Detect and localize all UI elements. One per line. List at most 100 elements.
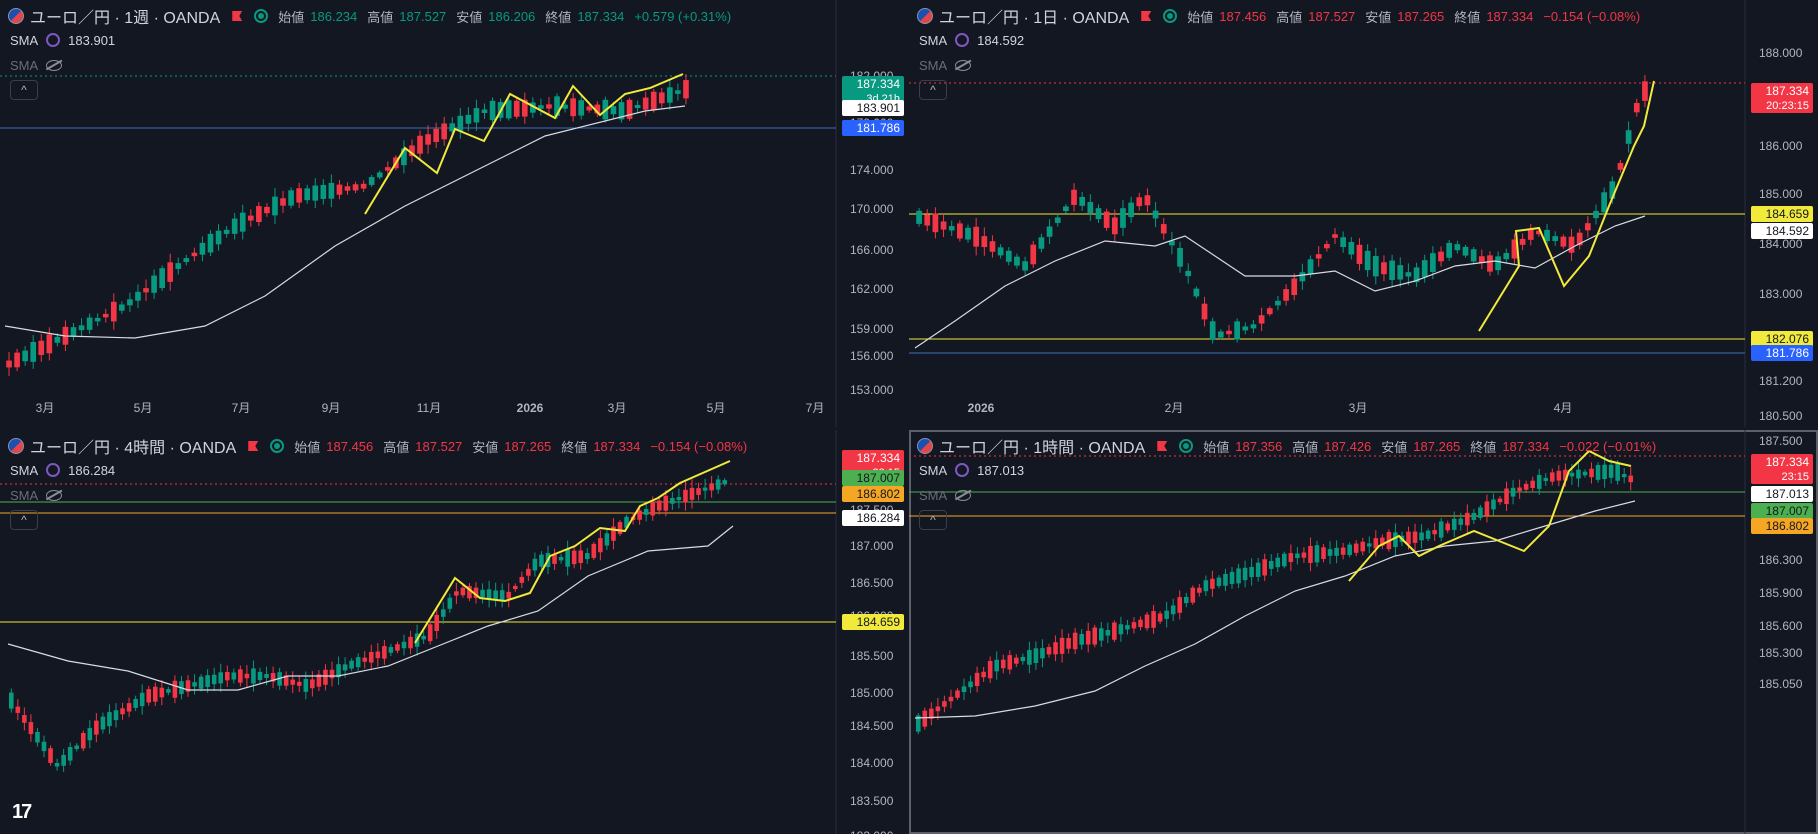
candle bbox=[530, 97, 536, 118]
candle bbox=[480, 583, 485, 604]
candle bbox=[1157, 611, 1163, 624]
collapse-legend-button[interactable]: ^ bbox=[10, 80, 38, 100]
candle bbox=[100, 712, 106, 734]
flag-marker-icon[interactable] bbox=[1141, 11, 1152, 21]
sma-hidden-legend[interactable]: SMA bbox=[919, 485, 972, 505]
low-value: 187.265 bbox=[504, 438, 552, 454]
sma-line bbox=[914, 500, 1636, 719]
price-label[interactable]: 187.334 23:15 bbox=[1751, 454, 1813, 484]
sma-value: 183.901 bbox=[68, 32, 116, 48]
candle bbox=[1092, 624, 1098, 648]
candle bbox=[152, 682, 158, 707]
price-label[interactable]: 187.334 20:23:15 bbox=[1751, 83, 1813, 113]
flag-marker-icon[interactable] bbox=[232, 11, 243, 21]
low-value: 187.265 bbox=[1397, 8, 1445, 24]
candle bbox=[1301, 547, 1307, 564]
candle bbox=[1128, 196, 1134, 224]
symbol-title[interactable]: ユーロ／円 · 1日 · OANDA bbox=[939, 10, 1130, 27]
candle bbox=[1038, 233, 1045, 253]
sma-legend[interactable]: SMA 184.592 bbox=[919, 30, 1024, 50]
sma-legend[interactable]: SMA 187.013 bbox=[919, 460, 1024, 480]
chart-canvas-1h[interactable]: 187.500187.100186.700186.300185.900185.6… bbox=[909, 430, 1818, 834]
candle bbox=[1299, 263, 1306, 290]
hidden-eye-icon[interactable] bbox=[955, 489, 972, 501]
price-label[interactable]: 184.592 bbox=[1751, 223, 1813, 239]
price-label[interactable]: 181.786 bbox=[842, 120, 904, 136]
sma-legend[interactable]: SMA 183.901 bbox=[10, 30, 115, 50]
sma-hidden-legend[interactable]: SMA bbox=[919, 55, 972, 75]
price-label[interactable]: 184.659 bbox=[1751, 206, 1813, 222]
chart-canvas-weekly[interactable]: 182.000179.000174.000170.000166.000162.0… bbox=[0, 0, 906, 427]
indicator-settings-icon[interactable] bbox=[46, 463, 61, 477]
svg-text:186.284: 186.284 bbox=[857, 511, 901, 525]
candle bbox=[192, 674, 197, 695]
price-label[interactable]: 183.901 bbox=[842, 100, 904, 116]
candle bbox=[1517, 479, 1522, 499]
candle bbox=[126, 697, 132, 718]
candle bbox=[199, 236, 206, 262]
chart-pane-1h[interactable]: 187.500187.100186.700186.300185.900185.6… bbox=[909, 430, 1818, 834]
symbol-title[interactable]: ユーロ／円 · 4時間 · OANDA bbox=[30, 440, 237, 457]
symbol-title[interactable]: ユーロ／円 · 1時間 · OANDA bbox=[939, 440, 1146, 457]
candle bbox=[1364, 244, 1371, 277]
price-label[interactable]: 187.007 bbox=[842, 470, 904, 486]
price-label[interactable]: 184.659 bbox=[842, 614, 904, 630]
tradingview-logo[interactable]: 17 bbox=[12, 801, 32, 823]
legend-header: ユーロ／円 · 4時間 · OANDA 始値 187.456 高値 187.527 … bbox=[8, 434, 747, 458]
candle bbox=[167, 253, 174, 291]
hidden-eye-icon[interactable] bbox=[46, 59, 63, 71]
sma-legend[interactable]: SMA 186.284 bbox=[10, 460, 115, 480]
candle bbox=[447, 593, 453, 613]
price-label[interactable]: 187.007 bbox=[1751, 503, 1813, 519]
sma-hidden-legend[interactable]: SMA bbox=[10, 485, 63, 505]
flag-marker-icon[interactable] bbox=[1157, 441, 1168, 451]
candle bbox=[22, 707, 27, 731]
svg-text:187.334: 187.334 bbox=[1766, 84, 1810, 98]
chart-canvas-daily[interactable]: 188.000187.000186.000185.000184.000183.0… bbox=[909, 0, 1818, 427]
candle bbox=[1438, 246, 1444, 267]
candle bbox=[987, 656, 993, 683]
chart-canvas-4h[interactable]: 188.000187.500187.000186.500186.000185.5… bbox=[0, 430, 906, 834]
time-axis-tick: 7月 bbox=[806, 401, 825, 415]
chart-pane-weekly[interactable]: 182.000179.000174.000170.000166.000162.0… bbox=[0, 0, 906, 427]
price-label[interactable]: 186.802 bbox=[842, 486, 904, 502]
candle bbox=[78, 318, 85, 338]
candle bbox=[1356, 238, 1363, 271]
candle bbox=[70, 322, 77, 341]
price-label[interactable]: 186.284 bbox=[842, 510, 904, 526]
chart-pane-daily[interactable]: 188.000187.000186.000185.000184.000183.0… bbox=[909, 0, 1818, 427]
indicator-settings-icon[interactable] bbox=[955, 33, 970, 47]
candle bbox=[270, 666, 276, 688]
candle bbox=[965, 224, 971, 243]
candle bbox=[521, 92, 528, 124]
collapse-legend-button[interactable]: ^ bbox=[919, 80, 947, 100]
candle bbox=[215, 224, 222, 251]
candle bbox=[185, 675, 191, 697]
hidden-eye-icon[interactable] bbox=[955, 59, 972, 71]
candle bbox=[637, 505, 642, 525]
price-label[interactable]: 187.013 bbox=[1751, 486, 1813, 502]
candle bbox=[942, 695, 947, 713]
candle bbox=[296, 182, 302, 208]
hidden-eye-icon[interactable] bbox=[46, 489, 63, 501]
candle bbox=[1151, 605, 1156, 634]
indicator-settings-icon[interactable] bbox=[46, 33, 61, 47]
chart-pane-4h[interactable]: 188.000187.500187.000186.500186.000185.5… bbox=[0, 430, 906, 834]
candle bbox=[1602, 456, 1607, 488]
candle bbox=[916, 208, 922, 227]
price-label[interactable]: 181.786 bbox=[1751, 345, 1813, 361]
candle bbox=[61, 748, 66, 772]
candle bbox=[617, 519, 623, 537]
price-label[interactable]: 182.076 bbox=[1751, 331, 1813, 347]
market-open-icon bbox=[1163, 9, 1178, 23]
indicator-settings-icon[interactable] bbox=[955, 463, 970, 477]
price-label[interactable]: 186.802 bbox=[1751, 518, 1813, 534]
high-value: 187.426 bbox=[1324, 438, 1372, 454]
collapse-legend-button[interactable]: ^ bbox=[10, 510, 38, 530]
flag-marker-icon[interactable] bbox=[248, 441, 259, 451]
candle bbox=[467, 583, 472, 602]
sma-hidden-legend[interactable]: SMA bbox=[10, 55, 63, 75]
collapse-legend-button[interactable]: ^ bbox=[919, 510, 947, 530]
symbol-title[interactable]: ユーロ／円 · 1週 · OANDA bbox=[30, 10, 221, 27]
candle bbox=[1071, 183, 1077, 212]
